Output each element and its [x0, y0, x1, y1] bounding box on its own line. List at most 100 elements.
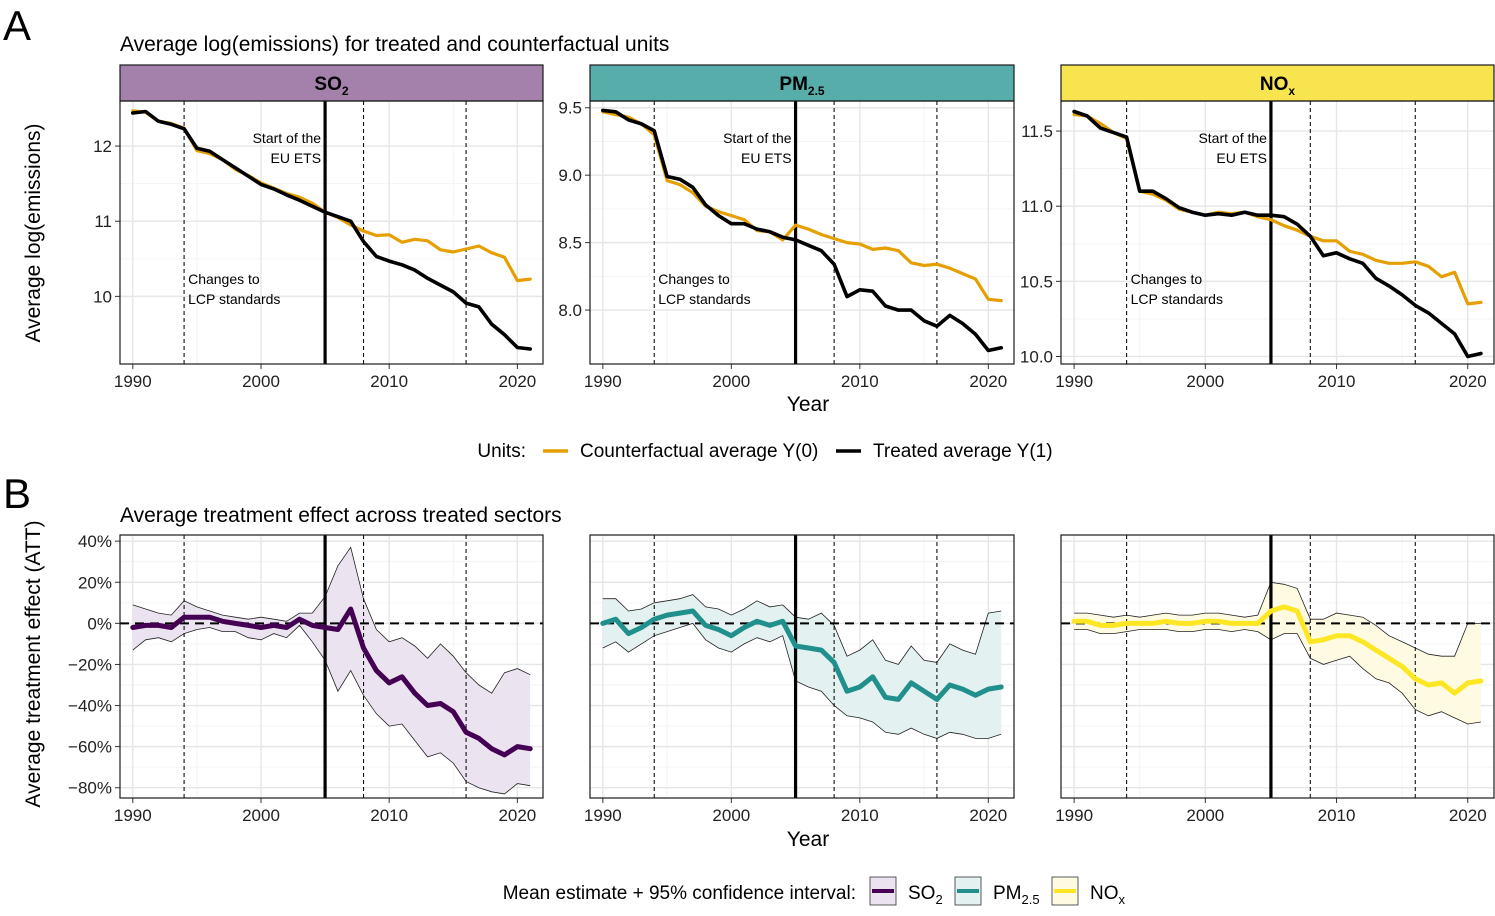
panel-border	[1060, 100, 1495, 365]
annotation-lcp: LCP standards	[658, 291, 750, 307]
x-axis-title-a: Year	[787, 393, 829, 416]
title-panel-a: Average log(emissions) for treated and c…	[120, 33, 669, 56]
series-line-treated-pm25	[600, 108, 1004, 353]
facet-a-so2: 1990 2000 2010 2020 10 11 12 SO2 Start of the EU …	[93, 64, 544, 391]
x-tick-label-nox: 2000	[1186, 372, 1224, 391]
annotation-lcp: Changes to	[1131, 271, 1203, 287]
legend-label-pm25: PM2.5	[993, 883, 1040, 907]
annotation-ets: EU ETS	[741, 150, 792, 166]
annotation-ets: EU ETS	[271, 150, 322, 166]
mean-line-so2	[130, 606, 533, 758]
annotation-ets: Start of the	[723, 130, 792, 146]
facet-b-so2: 1990 2000 2010 2020 −80% −60% −40% −20% 0% 20% 40%	[68, 532, 544, 825]
annotation-ets: EU ETS	[1216, 150, 1267, 166]
y-tick-label-so2: 0%	[87, 614, 112, 633]
series-line-treated-nox	[1072, 109, 1483, 359]
facet-b-nox: 1990 2000 2010 2020	[1055, 534, 1495, 825]
facet-b-pm25: 1990 2000 2010 2020	[584, 534, 1015, 825]
x-tick-label-pm25: 1990	[584, 372, 622, 391]
mean-line-pm25	[600, 608, 1004, 702]
panel-border	[1060, 534, 1495, 799]
x-tick-label-pm25: 1990	[584, 806, 622, 825]
strip-label-pm25: PM2.5	[779, 74, 825, 98]
y-axis-title-b: Average treatment effect (ATT)	[22, 520, 45, 807]
x-tick-label-nox: 2010	[1318, 806, 1356, 825]
x-axis-title-b: Year	[787, 828, 829, 851]
title-panel-b: Average treatment effect across treated …	[120, 504, 562, 527]
ci-band-nox	[1074, 582, 1481, 724]
panel-border	[119, 534, 544, 799]
x-tick-label-so2: 2000	[242, 806, 280, 825]
x-tick-label-pm25: 2020	[969, 372, 1007, 391]
y-tick-label-nox: 11.5	[1021, 122, 1053, 141]
y-tick-label-so2: 12	[93, 137, 112, 156]
x-tick-label-so2: 1990	[114, 372, 152, 391]
strip-label-so2: SO2	[314, 74, 348, 98]
y-tick-label-nox: 11.0	[1021, 197, 1053, 216]
panel-border	[589, 534, 1015, 799]
x-tick-label-pm25: 2000	[712, 372, 750, 391]
annotation-lcp: Changes to	[658, 271, 730, 287]
annotation-lcp: LCP standards	[188, 291, 280, 307]
panel-label-a: A	[3, 2, 31, 49]
y-tick-label-pm25: 9.5	[558, 99, 582, 118]
y-axis-title-a: Average log(emissions)	[22, 123, 45, 342]
y-tick-label-so2: −20%	[68, 655, 112, 674]
y-tick-label-so2: −80%	[68, 779, 112, 798]
panel-background	[590, 101, 1014, 364]
x-tick-label-nox: 1990	[1055, 806, 1093, 825]
x-tick-label-pm25: 2000	[712, 806, 750, 825]
panel-background	[120, 101, 543, 364]
x-tick-label-so2: 2020	[498, 806, 536, 825]
y-tick-label-so2: 40%	[78, 532, 112, 551]
x-tick-label-so2: 2010	[370, 806, 408, 825]
panel-background	[1061, 101, 1494, 364]
y-tick-label-pm25: 8.0	[558, 301, 582, 320]
legend-label-so2: SO2	[908, 883, 943, 907]
mean-line-nox	[1071, 604, 1484, 696]
legend-a: Units: Counterfactual average Y(0) Treat…	[477, 441, 1052, 462]
y-tick-label-pm25: 8.5	[558, 234, 582, 253]
ci-upper-nox	[1074, 581, 1481, 657]
annotation-ets: Start of the	[1198, 130, 1267, 146]
ci-upper-so2	[132, 546, 531, 694]
y-tick-label-so2: 20%	[78, 573, 112, 592]
y-tick-label-nox: 10.0	[1020, 347, 1053, 366]
annotation-ets: Start of the	[253, 130, 322, 146]
legend-b: Mean estimate + 95% confidence interval:…	[503, 876, 1126, 907]
x-tick-label-so2: 2020	[498, 372, 536, 391]
series-line-treated-so2	[131, 109, 533, 351]
x-tick-label-so2: 2010	[370, 372, 408, 391]
facet-a-pm25: 1990 2000 2010 2020 8.0 8.5 9.0 9.5 PM2.5 Start o…	[558, 64, 1015, 391]
legend-a-title: Units:	[477, 441, 526, 462]
strip-pm25	[589, 64, 1015, 102]
x-tick-label-nox: 1990	[1055, 372, 1093, 391]
ci-band-pm25	[602, 594, 1002, 739]
x-tick-label-nox: 2000	[1186, 806, 1224, 825]
x-tick-label-pm25: 2010	[841, 372, 879, 391]
annotation-lcp: Changes to	[188, 271, 260, 287]
legend-label-nox: NOx	[1090, 883, 1126, 907]
strip-label-nox: NOx	[1260, 74, 1296, 98]
x-tick-label-nox: 2020	[1449, 372, 1487, 391]
facet-a-nox: 1990 2000 2010 2020 10.0 10.5 11.0 11.5 NOx Start…	[1020, 64, 1495, 391]
ci-lower-nox	[1074, 629, 1481, 725]
legend-label-counterfactual: Counterfactual average Y(0)	[580, 441, 818, 462]
ci-upper-pm25	[602, 594, 1002, 665]
ci-band-so2	[132, 547, 531, 794]
x-tick-label-pm25: 2020	[969, 806, 1007, 825]
x-tick-label-nox: 2020	[1449, 806, 1487, 825]
panel-border	[119, 100, 544, 365]
x-tick-label-so2: 2000	[242, 372, 280, 391]
series-line-counterfactual-pm25	[601, 110, 1003, 303]
y-tick-label-pm25: 9.0	[558, 166, 582, 185]
legend-label-treated: Treated average Y(1)	[873, 441, 1053, 462]
y-tick-label-so2: −40%	[68, 697, 112, 716]
annotation-lcp: LCP standards	[1131, 291, 1223, 307]
x-tick-label-nox: 2010	[1318, 372, 1356, 391]
y-tick-label-so2: 11	[94, 212, 112, 231]
panel-border	[589, 100, 1015, 365]
x-tick-label-pm25: 2010	[841, 806, 879, 825]
strip-nox	[1060, 64, 1495, 102]
